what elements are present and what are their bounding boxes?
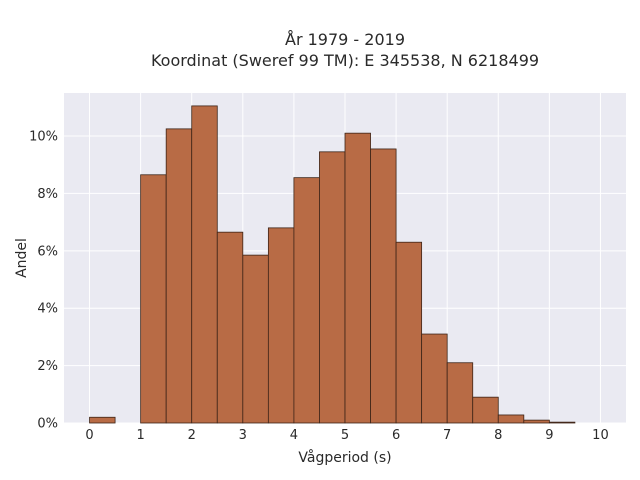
x-tick-label: 0 [85,428,93,443]
y-axis-label: Andel [14,238,30,278]
x-tick-label: 9 [545,428,553,443]
x-tick-label: 2 [188,428,196,443]
x-tick-label: 1 [136,428,144,443]
histogram-bar [140,174,167,424]
histogram-bar [89,416,116,424]
histogram-bar [497,414,525,424]
histogram-bar [191,105,218,424]
y-axis-ticks: 0% 2% 4% 6% 8% 10% [29,130,58,432]
x-tick-label: 3 [239,428,247,443]
histogram-bar [395,241,423,424]
histogram-bar [293,177,320,424]
x-tick-label: 5 [341,428,349,443]
x-tick-label: 8 [494,428,502,443]
y-tick-label: 10% [29,130,58,145]
histogram-bar [267,227,295,424]
y-tick-label: 6% [37,244,58,259]
x-axis-ticks: 0 1 2 3 4 5 6 7 8 9 10 [85,428,608,443]
x-tick-label: 10 [592,428,609,443]
y-tick-label: 4% [37,302,58,317]
histogram-bar [472,396,499,424]
histogram-bar [548,421,576,424]
histogram-bar [165,128,193,424]
y-tick-label: 2% [37,359,58,374]
histogram-bar [370,148,397,424]
x-tick-label: 6 [392,428,400,443]
x-tick-label: 7 [443,428,451,443]
histogram-bar [216,231,244,424]
bars [89,105,576,424]
chart-title-line-2: Koordinat (Sweref 99 TM): E 345538, N 62… [151,51,539,70]
histogram-bar [242,254,269,424]
histogram-bar [523,419,550,424]
x-axis-label: Vågperiod (s) [298,449,391,466]
histogram-bar [446,362,474,424]
x-tick-label: 4 [290,428,298,443]
histogram-bar [344,132,371,424]
histogram-bar [319,151,346,424]
y-tick-label: 8% [37,187,58,202]
y-tick-label: 0% [37,417,58,432]
chart-title-line-1: År 1979 - 2019 [285,30,405,49]
histogram-bar [421,333,448,424]
